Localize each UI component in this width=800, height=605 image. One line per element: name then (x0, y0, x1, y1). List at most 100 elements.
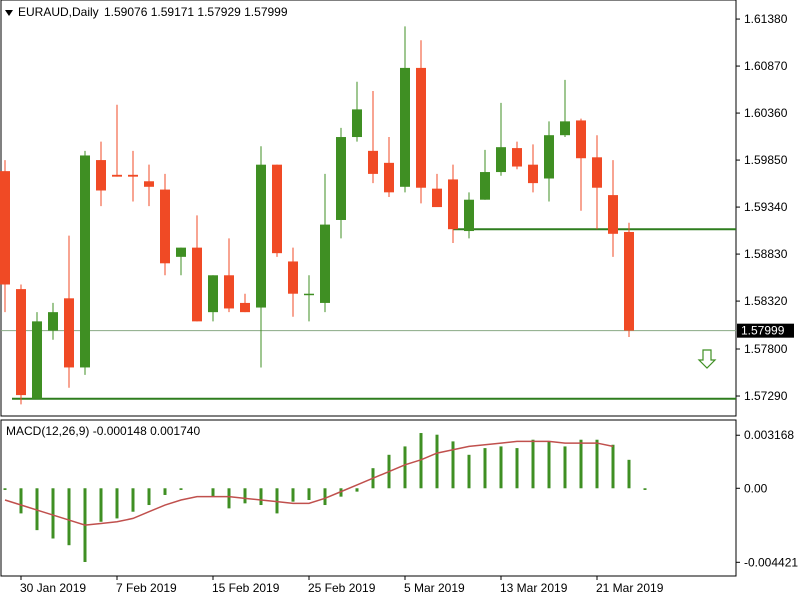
time-tick-label: 30 Jan 2019 (20, 581, 86, 595)
candle-body (400, 67, 410, 187)
candle-body (416, 67, 426, 188)
candle-body (304, 293, 314, 296)
candle-body (496, 147, 506, 173)
candle-body (528, 164, 538, 184)
candle (272, 164, 282, 257)
macd-histogram-series (3, 433, 647, 562)
time-tick-label: 13 Mar 2019 (500, 581, 568, 595)
candle-body (544, 135, 554, 179)
candle-body (48, 312, 58, 331)
macd-tick-label: 0.003168 (744, 428, 794, 442)
time-tick-label: 15 Feb 2019 (212, 581, 280, 595)
time-axis: 30 Jan 2019 7 Feb 2019 15 Feb 2019 25 Feb 2… (20, 576, 664, 595)
candle (224, 238, 234, 313)
candle (384, 137, 394, 197)
candle-body (112, 174, 122, 177)
candle (576, 118, 586, 211)
candle (592, 135, 602, 230)
candle (288, 247, 298, 317)
candle-body (16, 289, 26, 396)
price-tick-label: 1.59340 (744, 200, 788, 214)
macd-panel[interactable] (0, 419, 737, 577)
candle (96, 141, 106, 207)
price-axis: 1.61380 1.60870 1.60360 1.59850 1.59340 1.588… (736, 12, 788, 403)
candle (48, 302, 58, 340)
candle-body (256, 164, 266, 308)
candle-body (224, 275, 234, 309)
candle-body (512, 148, 522, 167)
candle (416, 40, 426, 204)
candle (624, 222, 634, 338)
price-panel[interactable] (0, 0, 737, 417)
macd-tick-label: 0.00 (744, 481, 768, 495)
candle-body (32, 321, 42, 399)
candle (128, 150, 138, 202)
candle (16, 284, 26, 405)
current-price-value: 1.57999 (741, 324, 785, 338)
candle (368, 90, 378, 184)
macd-signal-line (4, 440, 614, 526)
macd-signal-series (4, 440, 614, 526)
candlestick-series (0, 26, 634, 405)
candle-body (80, 155, 90, 368)
candle (304, 275, 314, 322)
down-arrow-icon (697, 349, 717, 369)
candle-body (592, 157, 602, 188)
candle (496, 102, 506, 176)
price-tick-label: 1.59850 (744, 153, 788, 167)
time-tick-label: 21 Mar 2019 (596, 581, 664, 595)
candle (432, 173, 442, 208)
candle (176, 247, 186, 276)
candle-body (272, 164, 282, 254)
time-tick-label: 25 Feb 2019 (308, 581, 376, 595)
candle-body (336, 137, 346, 220)
candle-body (0, 171, 10, 285)
candle (208, 275, 218, 322)
candle-body (128, 174, 138, 177)
candle-body (608, 195, 618, 234)
candle-body (368, 150, 378, 174)
current-price-tag (737, 323, 794, 338)
macd-axis: 0.003168 0.00 -0.004421 (736, 428, 798, 569)
price-tick-label: 1.57800 (744, 342, 788, 356)
candle-body (288, 261, 298, 294)
candle-body (464, 199, 474, 232)
macd-label: MACD(12,26,9) -0.000148 0.001740 (6, 424, 200, 438)
candle-body (352, 109, 362, 138)
candle-body (320, 224, 330, 303)
candle (320, 173, 330, 313)
candle (560, 79, 570, 138)
candle (256, 146, 266, 368)
time-tick-label: 5 Mar 2019 (404, 581, 465, 595)
candle-body (240, 302, 250, 313)
ohlc-readout: 1.59076 1.59171 1.57929 1.57999 (104, 5, 288, 19)
candle (528, 144, 538, 193)
symbol-timeframe: EURAUD,Daily (18, 5, 99, 19)
candle-body (144, 181, 154, 187)
price-tick-label: 1.60360 (744, 106, 788, 120)
candle (512, 141, 522, 170)
candle-body (208, 275, 218, 313)
candle (608, 160, 618, 257)
candle (352, 81, 362, 142)
candle-body (576, 120, 586, 159)
macd-tick-label: -0.004421 (744, 555, 798, 569)
candle (144, 164, 154, 207)
candle (80, 150, 90, 375)
candle-body (480, 172, 490, 200)
candle (400, 26, 410, 193)
price-tick-label: 1.61380 (744, 12, 788, 26)
candle (192, 215, 202, 322)
candle (336, 127, 346, 239)
candle (160, 173, 170, 276)
level-lines (1, 228, 736, 400)
candle-body (192, 247, 202, 322)
time-tick-label: 7 Feb 2019 (116, 581, 177, 595)
candle (464, 192, 474, 239)
price-tick-label: 1.60870 (744, 59, 788, 73)
candle-body (448, 179, 458, 230)
triangle-down-icon[interactable] (5, 10, 13, 16)
candle (240, 293, 250, 313)
candle-body (384, 162, 394, 193)
